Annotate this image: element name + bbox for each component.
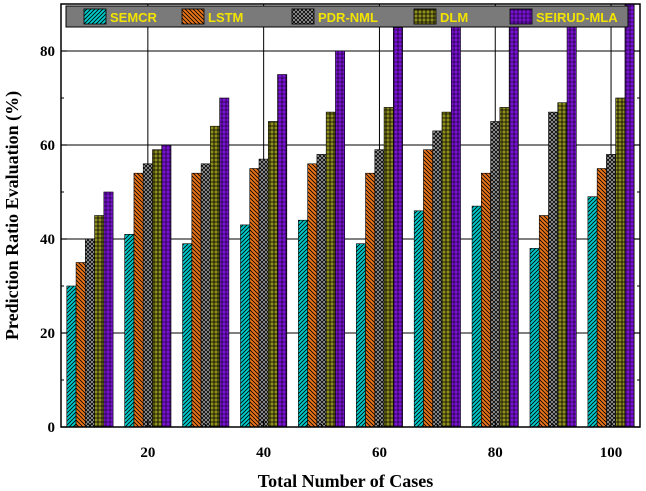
bar-dlm-10 xyxy=(94,215,105,428)
y-tick-label: 40 xyxy=(40,232,55,248)
bar-dlm-50 xyxy=(325,111,336,428)
bar-semcr-90 xyxy=(529,248,540,428)
legend-swatch xyxy=(83,8,107,25)
legend-label: SEIRUD-MLA xyxy=(536,10,618,25)
bar-dlm-30 xyxy=(210,125,220,428)
bar-lstm-50 xyxy=(307,163,318,428)
y-tick-label: 80 xyxy=(40,44,55,60)
bar-lstm-60 xyxy=(365,172,376,428)
bar-seirud-mla-20 xyxy=(161,144,172,428)
bar-pdr-nml-90 xyxy=(548,111,559,428)
legend-swatch xyxy=(291,8,315,25)
bar-semcr-10 xyxy=(66,285,77,428)
bar-seirud-mla-40 xyxy=(277,74,288,428)
bar-dlm-40 xyxy=(267,121,278,428)
bar-seirud-mla-30 xyxy=(219,97,230,428)
legend-label: SEMCR xyxy=(110,10,158,25)
legend-label: DLM xyxy=(440,10,468,25)
legend-label: PDR-NML xyxy=(318,10,378,25)
bar-dlm-90 xyxy=(557,102,568,428)
legend-swatch xyxy=(413,8,437,25)
bar-pdr-nml-100 xyxy=(606,154,616,428)
bar-semcr-60 xyxy=(355,243,366,428)
bar-dlm-70 xyxy=(441,111,452,428)
legend-label: LSTM xyxy=(208,10,243,25)
bar-semcr-50 xyxy=(298,219,308,428)
y-tick-label: 60 xyxy=(40,138,55,154)
bar-lstm-40 xyxy=(249,168,260,428)
bar-lstm-20 xyxy=(133,172,144,428)
y-tick-label: 0 xyxy=(48,420,56,436)
bar-pdr-nml-40 xyxy=(258,158,269,428)
bar-seirud-mla-10 xyxy=(103,191,114,428)
x-tick-label: 60 xyxy=(372,445,387,461)
plot-frame xyxy=(60,3,641,428)
bar-seirud-mla-90 xyxy=(566,8,577,428)
bar-semcr-40 xyxy=(240,224,251,428)
bar-pdr-nml-10 xyxy=(85,238,95,428)
bar-lstm-80 xyxy=(481,172,491,428)
bar-dlm-20 xyxy=(152,149,163,428)
bar-seirud-mla-60 xyxy=(393,27,403,428)
bar-seirud-mla-70 xyxy=(450,22,461,428)
bar-lstm-90 xyxy=(538,215,549,428)
bar-group xyxy=(66,3,635,428)
bar-semcr-70 xyxy=(413,210,424,428)
x-axis-title: Total Number of Cases xyxy=(258,471,434,491)
bar-pdr-nml-80 xyxy=(490,121,501,428)
legend-swatch xyxy=(509,8,533,25)
bar-pdr-nml-70 xyxy=(432,130,443,428)
bar-pdr-nml-30 xyxy=(200,163,211,428)
x-tick-label: 80 xyxy=(488,445,503,461)
y-axis-title: Prediction Ratio Evaluation (%) xyxy=(2,91,23,340)
legend: SEMCR LSTM PDR-NML DLM SEIRUD-MLA xyxy=(65,5,629,28)
bar-lstm-100 xyxy=(596,168,607,428)
bar-dlm-100 xyxy=(615,97,626,428)
x-tick-label: 40 xyxy=(256,445,271,461)
legend-box xyxy=(65,5,629,28)
bar-semcr-80 xyxy=(471,205,482,428)
bar-pdr-nml-20 xyxy=(142,163,153,428)
bar-semcr-30 xyxy=(182,243,193,428)
bar-seirud-mla-50 xyxy=(335,50,346,428)
bar-semcr-100 xyxy=(587,196,598,428)
bar-dlm-60 xyxy=(383,107,394,428)
bar-lstm-30 xyxy=(191,172,202,428)
axis-ticks: 0 20 40 60 80 20 40 60 80 100 xyxy=(40,44,640,461)
x-tick-label: 100 xyxy=(600,445,623,461)
bar-pdr-nml-60 xyxy=(374,149,385,428)
bar-pdr-nml-50 xyxy=(316,154,327,428)
y-tick-label: 20 xyxy=(40,326,55,342)
bar-seirud-mla-100 xyxy=(624,3,635,428)
legend-swatch xyxy=(181,8,205,25)
bar-lstm-10 xyxy=(75,262,86,428)
bar-semcr-20 xyxy=(124,234,135,428)
bar-seirud-mla-80 xyxy=(508,17,519,428)
x-tick-label: 20 xyxy=(140,445,155,461)
bar-lstm-70 xyxy=(423,149,434,428)
bar-dlm-80 xyxy=(499,107,510,428)
